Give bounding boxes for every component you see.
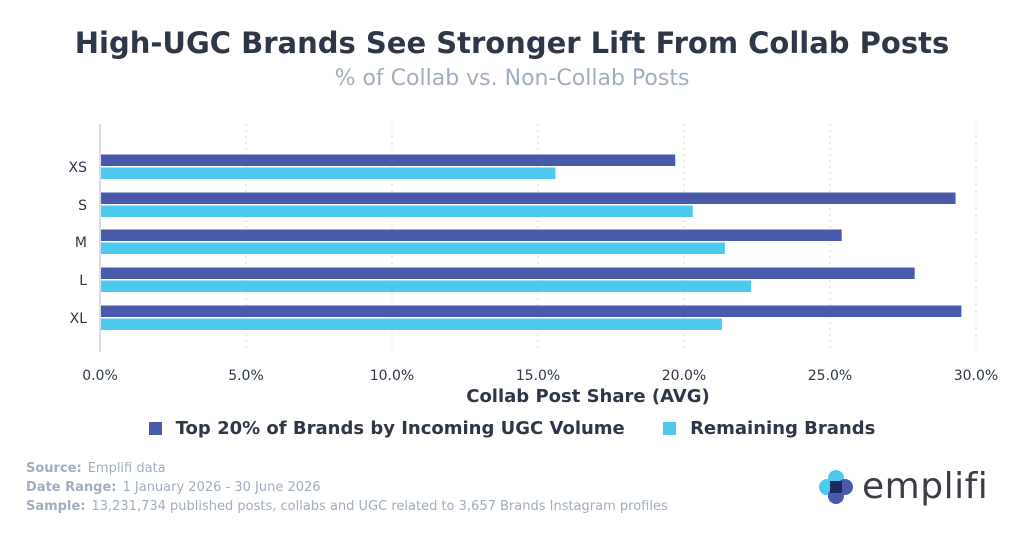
- y-tick-label: XL: [70, 311, 88, 327]
- source-line: Source: Emplifi data: [26, 459, 668, 478]
- x-tick-label: 30.0%: [954, 368, 998, 384]
- date-range-value: 1 January 2026 - 30 June 2026: [122, 480, 321, 495]
- date-range-label: Date Range:: [26, 480, 117, 495]
- legend-label-top20: Top 20% of Brands by Incoming UGC Volume: [175, 418, 625, 439]
- sample-value: 13,231,734 published posts, collabs and …: [91, 499, 668, 514]
- x-tick-label: 10.0%: [370, 368, 414, 384]
- bar-remaining: [101, 242, 725, 254]
- bar-top20: [101, 192, 956, 204]
- brand-logo: emplifi: [818, 466, 988, 507]
- x-tick-label: 20.0%: [662, 368, 706, 384]
- y-tick-label: L: [79, 273, 87, 289]
- emplifi-logo-icon: [819, 469, 853, 504]
- source-value: Emplifi data: [87, 461, 166, 476]
- sample-label: Sample:: [26, 499, 86, 514]
- legend-item-top20: Top 20% of Brands by Incoming UGC Volume: [148, 418, 625, 439]
- x-tick-label: 25.0%: [808, 368, 852, 384]
- footer-notes: Source: Emplifi data Date Range: 1 January…: [26, 459, 668, 516]
- chart-title: High-UGC Brands See Stronger Lift From C…: [74, 26, 950, 60]
- logo-text: emplifi: [862, 466, 989, 507]
- sample-line: Sample: 13,231,734 published posts, colla…: [26, 497, 668, 516]
- chart-subtitle: % of Collab vs. Non-Collab Posts: [334, 66, 690, 91]
- y-tick-label: S: [78, 198, 87, 214]
- x-tick-label: 15.0%: [516, 368, 560, 384]
- bar-remaining: [101, 205, 693, 217]
- bar-top20: [101, 305, 962, 317]
- x-axis-title: Collab Post Share (AVG): [466, 386, 710, 407]
- bar-top20: [101, 154, 676, 166]
- chart-legend: Top 20% of Brands by Incoming UGC Volume…: [0, 418, 1024, 440]
- legend-item-remaining: Remaining Brands: [663, 418, 875, 439]
- x-tick-label: 5.0%: [228, 368, 264, 384]
- legend-swatch-top20: [148, 422, 162, 435]
- bar-remaining: [101, 280, 752, 292]
- y-tick-label: XS: [69, 160, 88, 176]
- bar-top20: [101, 229, 842, 241]
- source-label: Source:: [26, 461, 82, 476]
- bar-remaining: [101, 318, 722, 330]
- x-tick-label: 0.0%: [82, 368, 118, 384]
- bar-remaining: [101, 167, 556, 179]
- y-tick-label: M: [75, 235, 87, 251]
- bar-chart: 0.0% 5.0% 10.0% 15.0% 20.0% 25.0% 30.0% XS S M L XL…: [69, 124, 998, 407]
- legend-label-remaining: Remaining Brands: [690, 418, 876, 439]
- date-range-line: Date Range: 1 January 2026 - 30 June 2026: [26, 478, 668, 497]
- bar-top20: [101, 267, 915, 279]
- legend-swatch-remaining: [663, 422, 677, 435]
